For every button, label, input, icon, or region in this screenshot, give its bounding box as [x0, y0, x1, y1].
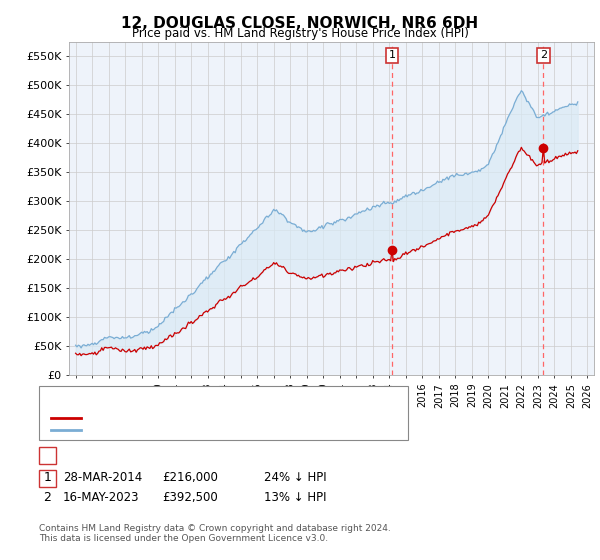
Text: 24% ↓ HPI: 24% ↓ HPI [264, 471, 326, 484]
Text: Price paid vs. HM Land Registry's House Price Index (HPI): Price paid vs. HM Land Registry's House … [131, 27, 469, 40]
Text: 16-MAY-2023: 16-MAY-2023 [63, 491, 139, 504]
Text: HPI: Average price, detached house, Norwich: HPI: Average price, detached house, Norw… [86, 425, 321, 435]
Text: 28-MAR-2014: 28-MAR-2014 [63, 471, 142, 484]
Text: 2: 2 [43, 491, 52, 504]
Text: 2: 2 [540, 50, 547, 60]
Text: Contains HM Land Registry data © Crown copyright and database right 2024.
This d: Contains HM Land Registry data © Crown c… [39, 524, 391, 543]
Text: 1: 1 [43, 471, 52, 484]
Text: 12, DOUGLAS CLOSE, NORWICH, NR6 6DH: 12, DOUGLAS CLOSE, NORWICH, NR6 6DH [121, 16, 479, 31]
Text: 12, DOUGLAS CLOSE, NORWICH, NR6 6DH (detached house): 12, DOUGLAS CLOSE, NORWICH, NR6 6DH (det… [86, 413, 401, 423]
Text: £216,000: £216,000 [162, 471, 218, 484]
Text: £392,500: £392,500 [162, 491, 218, 504]
Text: 1: 1 [389, 50, 395, 60]
Text: 13% ↓ HPI: 13% ↓ HPI [264, 491, 326, 504]
